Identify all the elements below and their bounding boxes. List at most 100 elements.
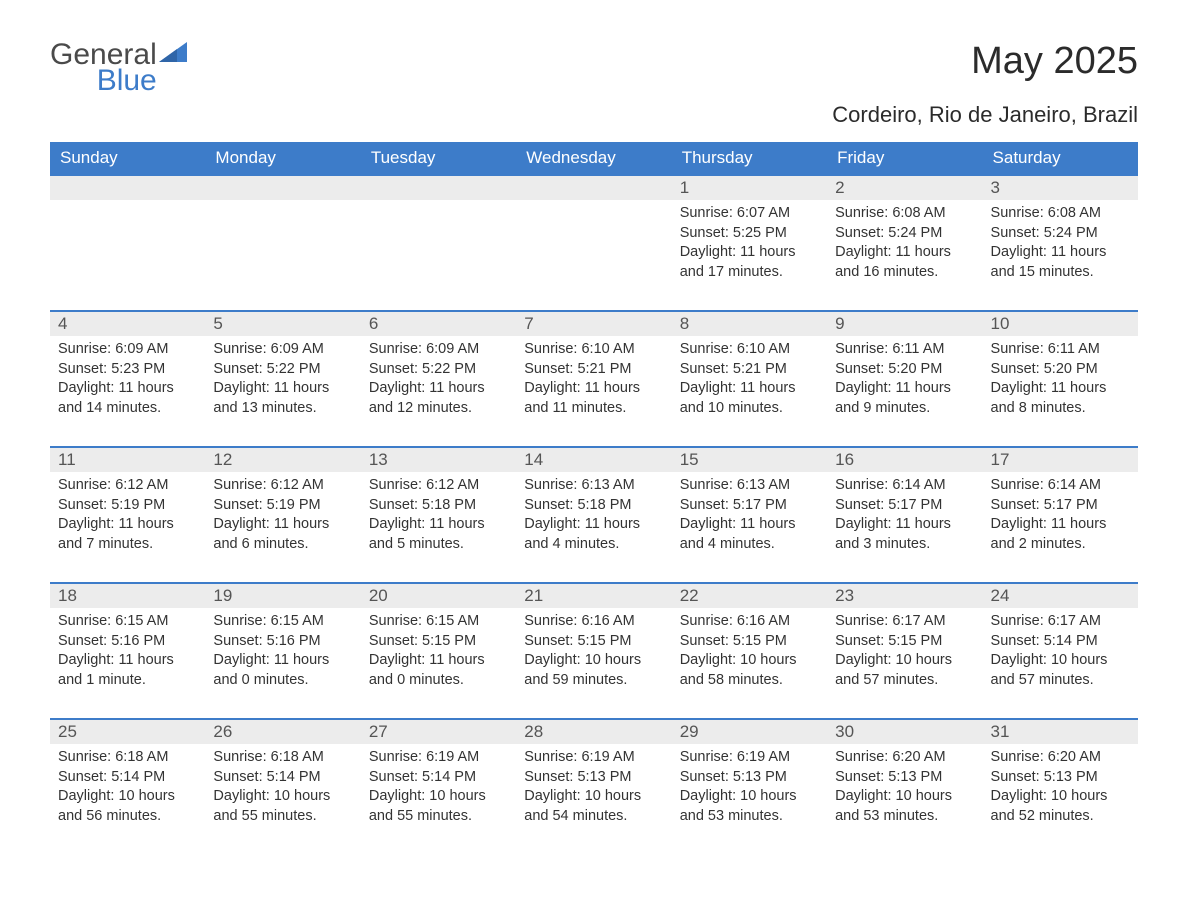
day-line-d1: Daylight: 11 hours bbox=[524, 379, 663, 399]
day-number: 5 bbox=[205, 312, 360, 336]
day-number: 28 bbox=[516, 720, 671, 744]
day-line-ss: Sunset: 5:24 PM bbox=[835, 224, 974, 244]
day-line-d1: Daylight: 11 hours bbox=[213, 379, 352, 399]
day-line-sr: Sunrise: 6:12 AM bbox=[58, 476, 197, 496]
day-line-d2: and 5 minutes. bbox=[369, 535, 508, 555]
weekday-header: Tuesday bbox=[361, 142, 516, 175]
day-line-sr: Sunrise: 6:18 AM bbox=[58, 748, 197, 768]
day-body: Sunrise: 6:19 AMSunset: 5:14 PMDaylight:… bbox=[361, 744, 516, 854]
day-number: 13 bbox=[361, 448, 516, 472]
calendar-day-cell: 13Sunrise: 6:12 AMSunset: 5:18 PMDayligh… bbox=[361, 447, 516, 583]
weekday-header: Saturday bbox=[983, 142, 1138, 175]
day-line-d2: and 14 minutes. bbox=[58, 399, 197, 419]
day-number: 18 bbox=[50, 584, 205, 608]
day-line-d1: Daylight: 10 hours bbox=[991, 787, 1130, 807]
day-line-ss: Sunset: 5:24 PM bbox=[991, 224, 1130, 244]
calendar-day-cell: 7Sunrise: 6:10 AMSunset: 5:21 PMDaylight… bbox=[516, 311, 671, 447]
day-number: 11 bbox=[50, 448, 205, 472]
day-line-d2: and 0 minutes. bbox=[369, 671, 508, 691]
calendar-day-cell: 16Sunrise: 6:14 AMSunset: 5:17 PMDayligh… bbox=[827, 447, 982, 583]
day-body: Sunrise: 6:14 AMSunset: 5:17 PMDaylight:… bbox=[983, 472, 1138, 582]
day-line-sr: Sunrise: 6:17 AM bbox=[991, 612, 1130, 632]
day-line-d1: Daylight: 11 hours bbox=[991, 243, 1130, 263]
day-line-d1: Daylight: 11 hours bbox=[991, 379, 1130, 399]
calendar-day-cell: 14Sunrise: 6:13 AMSunset: 5:18 PMDayligh… bbox=[516, 447, 671, 583]
day-line-d2: and 1 minute. bbox=[58, 671, 197, 691]
calendar-day-cell: 12Sunrise: 6:12 AMSunset: 5:19 PMDayligh… bbox=[205, 447, 360, 583]
day-line-sr: Sunrise: 6:07 AM bbox=[680, 204, 819, 224]
day-line-sr: Sunrise: 6:09 AM bbox=[58, 340, 197, 360]
day-line-sr: Sunrise: 6:20 AM bbox=[991, 748, 1130, 768]
day-line-sr: Sunrise: 6:11 AM bbox=[835, 340, 974, 360]
day-line-ss: Sunset: 5:21 PM bbox=[680, 360, 819, 380]
day-number: 17 bbox=[983, 448, 1138, 472]
day-body bbox=[205, 200, 360, 310]
day-line-ss: Sunset: 5:23 PM bbox=[58, 360, 197, 380]
day-line-d2: and 59 minutes. bbox=[524, 671, 663, 691]
day-line-ss: Sunset: 5:20 PM bbox=[835, 360, 974, 380]
day-line-ss: Sunset: 5:18 PM bbox=[524, 496, 663, 516]
day-line-d1: Daylight: 11 hours bbox=[835, 379, 974, 399]
day-line-d2: and 55 minutes. bbox=[369, 807, 508, 827]
day-line-d1: Daylight: 10 hours bbox=[524, 651, 663, 671]
day-line-sr: Sunrise: 6:12 AM bbox=[213, 476, 352, 496]
day-line-d2: and 0 minutes. bbox=[213, 671, 352, 691]
day-line-d2: and 15 minutes. bbox=[991, 263, 1130, 283]
day-line-ss: Sunset: 5:17 PM bbox=[680, 496, 819, 516]
calendar-day-cell bbox=[516, 175, 671, 311]
calendar-day-cell: 4Sunrise: 6:09 AMSunset: 5:23 PMDaylight… bbox=[50, 311, 205, 447]
day-number bbox=[205, 176, 360, 200]
day-line-d1: Daylight: 10 hours bbox=[991, 651, 1130, 671]
day-body bbox=[50, 200, 205, 310]
day-number bbox=[516, 176, 671, 200]
day-body bbox=[361, 200, 516, 310]
calendar-day-cell: 21Sunrise: 6:16 AMSunset: 5:15 PMDayligh… bbox=[516, 583, 671, 719]
page-title: May 2025 bbox=[971, 40, 1138, 83]
day-line-ss: Sunset: 5:13 PM bbox=[835, 768, 974, 788]
calendar-day-cell: 28Sunrise: 6:19 AMSunset: 5:13 PMDayligh… bbox=[516, 719, 671, 854]
day-body: Sunrise: 6:08 AMSunset: 5:24 PMDaylight:… bbox=[983, 200, 1138, 310]
calendar-table: Sunday Monday Tuesday Wednesday Thursday… bbox=[50, 142, 1138, 854]
day-body: Sunrise: 6:19 AMSunset: 5:13 PMDaylight:… bbox=[516, 744, 671, 854]
day-number: 27 bbox=[361, 720, 516, 744]
day-number: 7 bbox=[516, 312, 671, 336]
day-line-sr: Sunrise: 6:15 AM bbox=[213, 612, 352, 632]
day-line-sr: Sunrise: 6:13 AM bbox=[524, 476, 663, 496]
day-line-d1: Daylight: 11 hours bbox=[213, 651, 352, 671]
weekday-header: Monday bbox=[205, 142, 360, 175]
day-number: 19 bbox=[205, 584, 360, 608]
day-line-ss: Sunset: 5:22 PM bbox=[369, 360, 508, 380]
day-number: 12 bbox=[205, 448, 360, 472]
day-body: Sunrise: 6:09 AMSunset: 5:22 PMDaylight:… bbox=[361, 336, 516, 446]
day-body: Sunrise: 6:16 AMSunset: 5:15 PMDaylight:… bbox=[516, 608, 671, 718]
day-number: 30 bbox=[827, 720, 982, 744]
day-line-sr: Sunrise: 6:20 AM bbox=[835, 748, 974, 768]
calendar-day-cell: 25Sunrise: 6:18 AMSunset: 5:14 PMDayligh… bbox=[50, 719, 205, 854]
day-line-ss: Sunset: 5:15 PM bbox=[524, 632, 663, 652]
calendar-day-cell: 26Sunrise: 6:18 AMSunset: 5:14 PMDayligh… bbox=[205, 719, 360, 854]
day-line-sr: Sunrise: 6:14 AM bbox=[991, 476, 1130, 496]
calendar-day-cell: 20Sunrise: 6:15 AMSunset: 5:15 PMDayligh… bbox=[361, 583, 516, 719]
calendar-day-cell: 27Sunrise: 6:19 AMSunset: 5:14 PMDayligh… bbox=[361, 719, 516, 854]
day-number: 4 bbox=[50, 312, 205, 336]
day-line-d1: Daylight: 11 hours bbox=[369, 651, 508, 671]
day-line-d1: Daylight: 11 hours bbox=[835, 243, 974, 263]
day-line-sr: Sunrise: 6:13 AM bbox=[680, 476, 819, 496]
day-body: Sunrise: 6:11 AMSunset: 5:20 PMDaylight:… bbox=[983, 336, 1138, 446]
day-line-ss: Sunset: 5:15 PM bbox=[835, 632, 974, 652]
calendar-day-cell: 22Sunrise: 6:16 AMSunset: 5:15 PMDayligh… bbox=[672, 583, 827, 719]
calendar-day-cell: 1Sunrise: 6:07 AMSunset: 5:25 PMDaylight… bbox=[672, 175, 827, 311]
day-line-d2: and 16 minutes. bbox=[835, 263, 974, 283]
day-body: Sunrise: 6:17 AMSunset: 5:15 PMDaylight:… bbox=[827, 608, 982, 718]
day-line-sr: Sunrise: 6:09 AM bbox=[369, 340, 508, 360]
day-body: Sunrise: 6:12 AMSunset: 5:19 PMDaylight:… bbox=[50, 472, 205, 582]
day-line-d1: Daylight: 10 hours bbox=[369, 787, 508, 807]
day-line-d2: and 52 minutes. bbox=[991, 807, 1130, 827]
day-number: 1 bbox=[672, 176, 827, 200]
day-line-d2: and 3 minutes. bbox=[835, 535, 974, 555]
day-line-d1: Daylight: 11 hours bbox=[369, 515, 508, 535]
calendar-day-cell bbox=[361, 175, 516, 311]
day-number: 2 bbox=[827, 176, 982, 200]
day-line-sr: Sunrise: 6:08 AM bbox=[991, 204, 1130, 224]
day-number: 21 bbox=[516, 584, 671, 608]
